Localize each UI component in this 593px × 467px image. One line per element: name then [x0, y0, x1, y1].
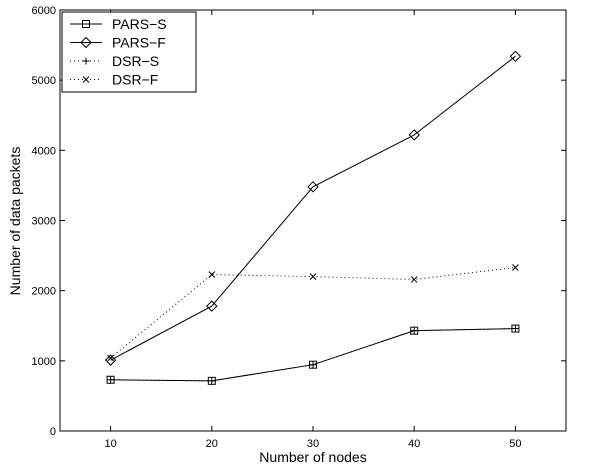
data-point: [208, 377, 216, 385]
series-line: [110, 328, 516, 382]
y-tick-label: 2000: [32, 286, 56, 298]
legend-marker: [82, 76, 90, 83]
y-tick-label: 1000: [32, 356, 56, 368]
y-axis-label: Number of data packets: [7, 147, 23, 296]
x-tick-label: 50: [509, 438, 521, 450]
series-x: [107, 264, 519, 362]
series-layer: [104, 50, 522, 385]
legend-entry: PARS−S: [70, 16, 167, 32]
data-point: [208, 271, 216, 278]
data-point: [408, 129, 420, 141]
data-point: [512, 264, 519, 271]
data-point: [309, 273, 317, 280]
series-plus: [107, 325, 519, 385]
y-tick-label: 5000: [32, 75, 56, 87]
y-tick-label: 3000: [32, 216, 56, 228]
legend: PARS−S PARS−F DSR−S DSR−F: [61, 11, 197, 93]
data-point: [107, 354, 114, 362]
legend-box: [61, 11, 197, 93]
data-point: [206, 300, 218, 312]
legend-entry: DSR−F: [70, 72, 158, 88]
data-point: [309, 361, 317, 369]
legend-marker: [82, 20, 90, 28]
y-tick-label: 6000: [32, 5, 56, 17]
legend-entry: PARS−F: [70, 35, 166, 51]
legend-label: PARS−S: [112, 16, 167, 32]
x-tick-label: 40: [408, 438, 420, 450]
legend-marker: [80, 36, 92, 49]
data-point: [410, 327, 418, 335]
data-point: [104, 354, 117, 366]
series-diamond: [104, 50, 522, 366]
axes: 10 20 30 40 50 0 1000 2000 3000 4000 5000 6000: [32, 5, 566, 450]
data-point: [410, 276, 418, 283]
data-point: [307, 181, 319, 193]
legend-label: DSR−S: [112, 53, 159, 69]
x-axis-label: Number of nodes: [259, 449, 366, 465]
y-tick-label: 0: [50, 426, 56, 438]
x-tick-label: 10: [104, 438, 116, 450]
data-point: [509, 50, 522, 63]
x-tick-label: 20: [206, 438, 218, 450]
legend-entry: DSR−S: [70, 53, 159, 69]
legend-marker: [82, 57, 90, 65]
legend-label: DSR−F: [112, 72, 158, 88]
y-tick-label: 4000: [32, 145, 56, 157]
data-point: [511, 325, 519, 333]
x-tick-label: 30: [307, 438, 319, 450]
data-point: [107, 376, 115, 384]
legend-label: PARS−F: [112, 35, 166, 51]
series-line: [110, 55, 516, 361]
